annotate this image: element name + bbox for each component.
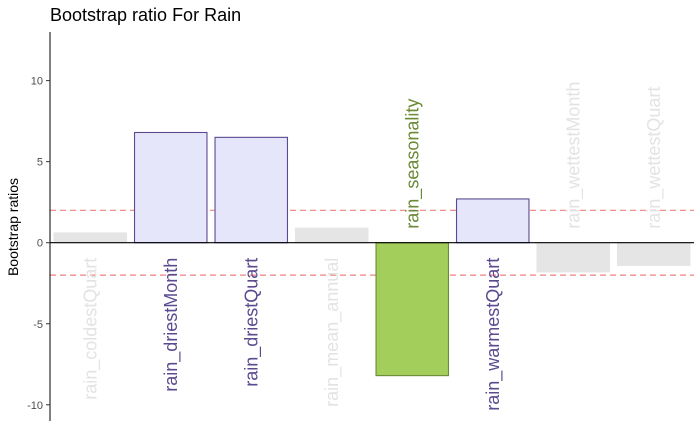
bar-rain-driestMonth [133, 131, 208, 244]
bar-rain-wettestQuart [616, 242, 691, 266]
y-tick-label-10: 10 [31, 76, 43, 88]
y-axis-label: Bootstrap ratios [5, 178, 21, 276]
bar-rain-seasonality [375, 242, 450, 377]
bar-rain-mean-annual [294, 227, 369, 244]
bars [53, 131, 691, 377]
y-tick-label-5: 5 [37, 157, 43, 169]
threshold-lines [50, 209, 694, 276]
bar-label-rain-driestMonth: rain_driestMonth [161, 258, 182, 392]
y-tick-label-0: 0 [37, 238, 43, 250]
bar-label-rain-coldestQuart: rain_coldestQuart [80, 258, 101, 400]
bar-label-rain-driestQuart: rain_driestQuart [241, 258, 262, 387]
bar-label-rain-seasonality: rain_seasonality [402, 99, 423, 229]
bar-rain-driestQuart [214, 136, 289, 244]
y-tick-label--5: -5 [33, 319, 43, 331]
axes: -10 -5 0 5 10 [27, 32, 694, 421]
bar-labels: rain_coldestQuart rain_driestMonth rain_dr… [80, 82, 665, 411]
chart-title: Bootstrap ratio For Rain [50, 5, 241, 25]
bar-label-rain-wettestQuart: rain_wettestQuart [644, 87, 665, 229]
bar-label-rain-mean-annual: rain_mean_annual [322, 258, 343, 407]
y-tick-label--10: -10 [27, 400, 43, 412]
bar-rain-coldestQuart [53, 232, 128, 244]
bar-rain-warmestQuart [455, 198, 530, 244]
bar-rain-wettestMonth [536, 242, 611, 273]
bar-label-rain-warmestQuart: rain_warmestQuart [483, 258, 504, 411]
bar-label-rain-wettestMonth: rain_wettestMonth [563, 82, 584, 229]
